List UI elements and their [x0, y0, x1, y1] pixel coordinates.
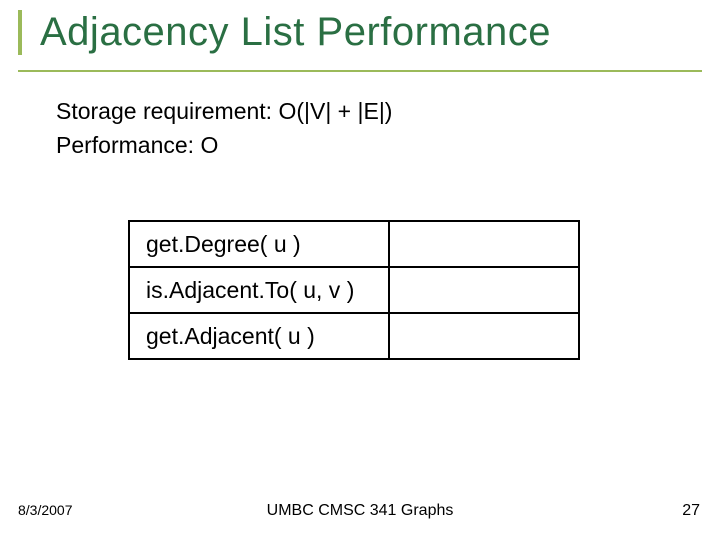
val-cell: [389, 313, 579, 359]
footer-page-number: 27: [682, 502, 700, 520]
table-row: is.Adjacent.To( u, v ): [129, 267, 579, 313]
op-cell: is.Adjacent.To( u, v ): [129, 267, 389, 313]
page-title: Adjacency List Performance: [40, 10, 551, 55]
footer-center: UMBC CMSC 341 Graphs: [0, 502, 720, 520]
performance-text: Performance: O: [56, 132, 218, 159]
op-cell: get.Adjacent( u ): [129, 313, 389, 359]
table-row: get.Degree( u ): [129, 221, 579, 267]
op-cell: get.Degree( u ): [129, 221, 389, 267]
title-block: Adjacency List Performance: [18, 10, 551, 55]
val-cell: [389, 267, 579, 313]
operations-table: get.Degree( u ) is.Adjacent.To( u, v ) g…: [128, 220, 580, 360]
table-row: get.Adjacent( u ): [129, 313, 579, 359]
val-cell: [389, 221, 579, 267]
title-underline: [18, 70, 702, 72]
storage-requirement-text: Storage requirement: O(|V| + |E|): [56, 98, 392, 125]
